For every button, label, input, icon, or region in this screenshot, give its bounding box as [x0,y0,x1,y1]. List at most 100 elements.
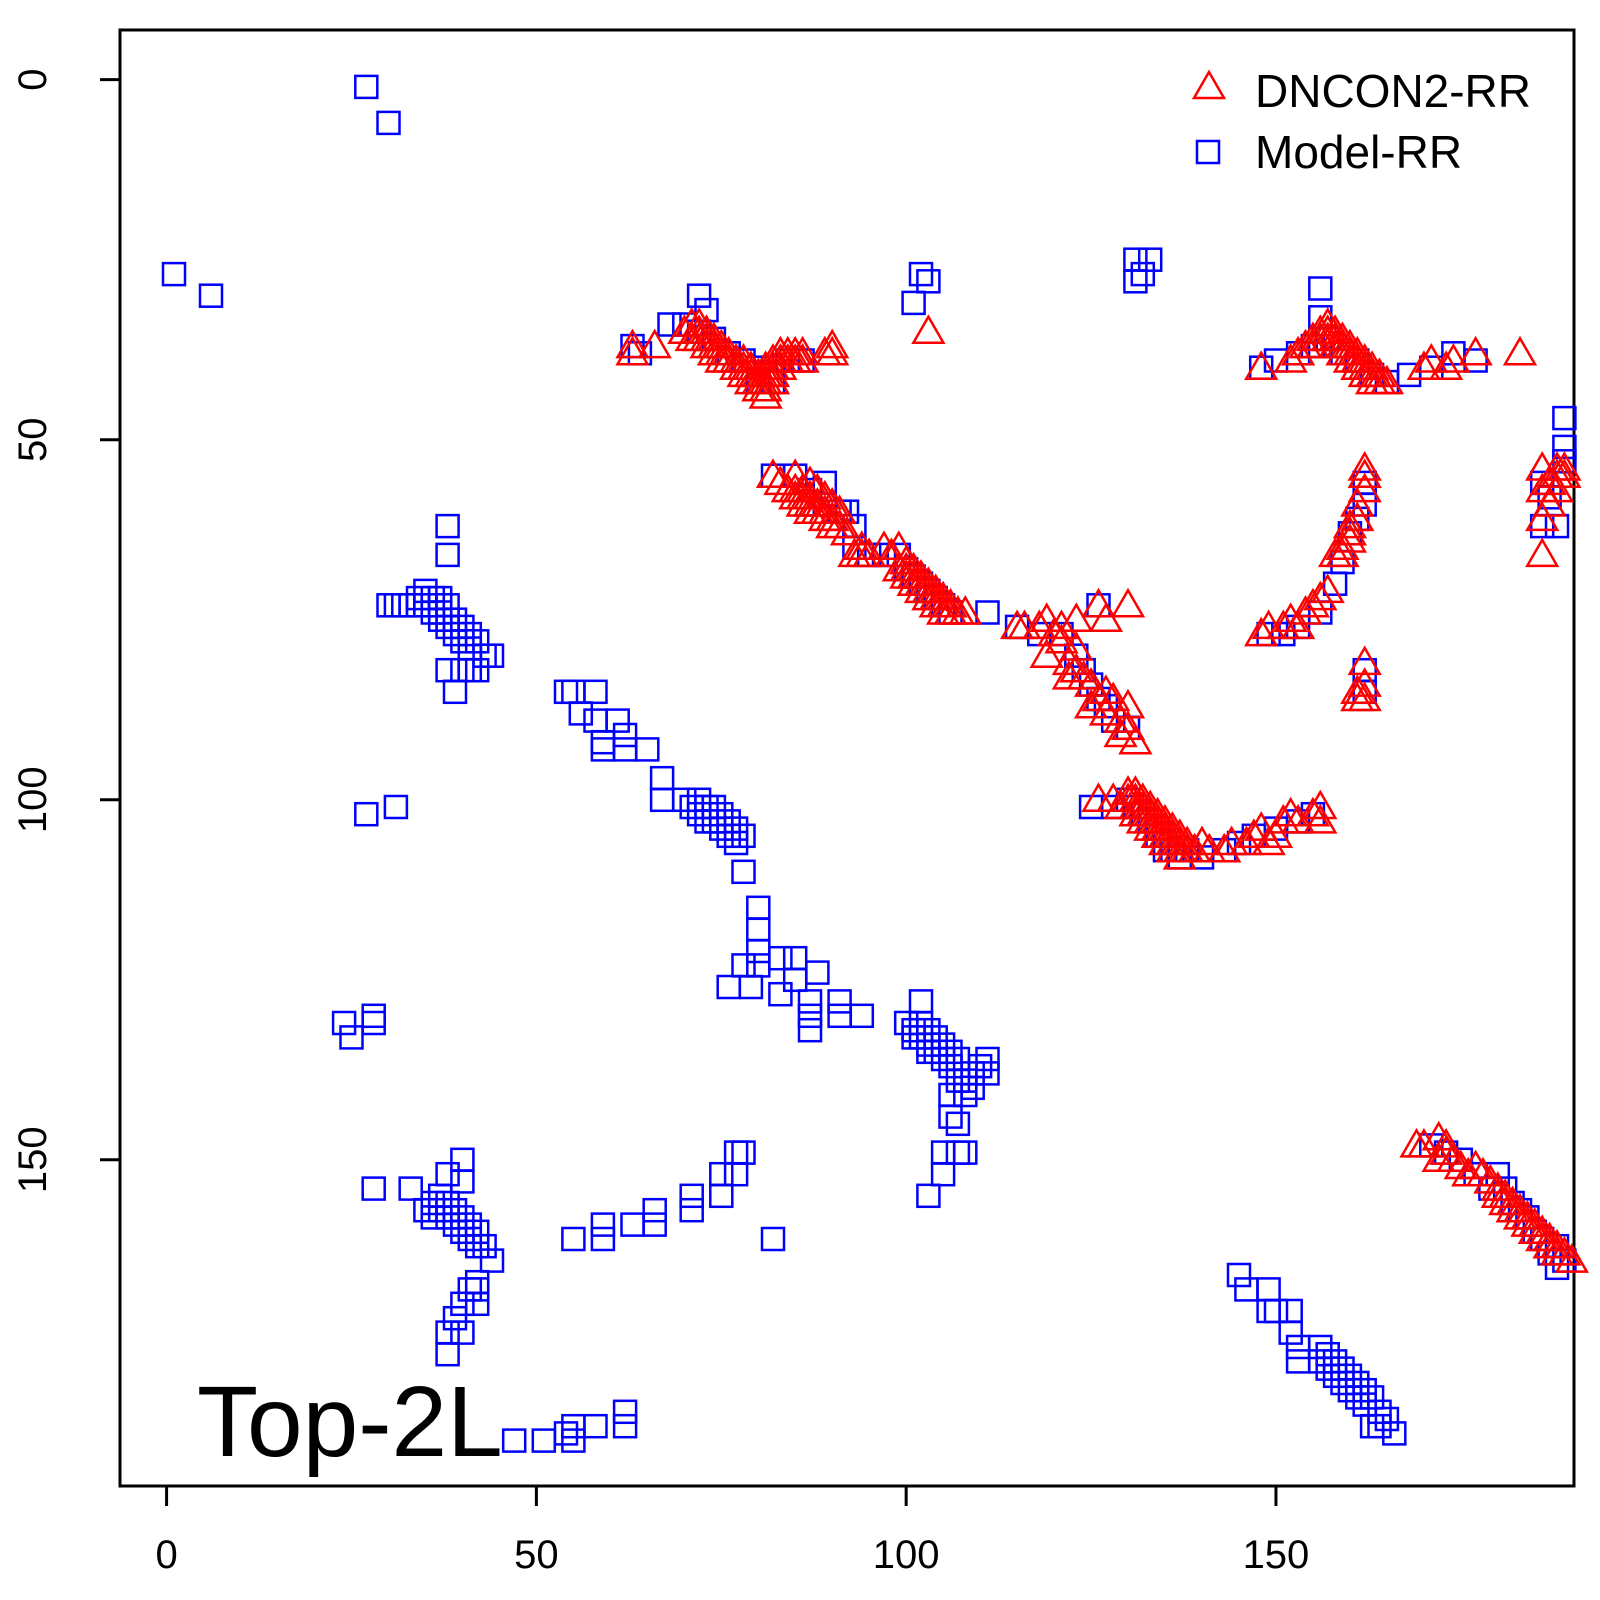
model-rr-point [442,1305,468,1331]
model-rr-point [376,593,401,618]
model-rr-point [161,261,187,287]
y-axis: 0 50 100 150 [11,69,122,1193]
model-rr-point [746,938,771,964]
model-rr-point [398,1176,423,1201]
model-rr-point [450,614,475,640]
model-rr-point [1552,405,1577,431]
legend-label-dncon2-rr: DNCON2-RR [1255,65,1531,117]
model-rr-point [442,607,468,632]
dncon2-rr-point [615,328,650,359]
model-rr-point [768,981,793,1007]
model-rr-point [339,1025,364,1050]
model-rr-point [361,1010,386,1036]
dncon2-rr-point [807,479,842,510]
model-rr-point [612,1399,638,1425]
dncon2-rr-point [1103,717,1138,748]
model-rr-point [746,895,771,921]
model-rr-point [967,1053,993,1079]
dncon2-rr-point [1525,501,1560,532]
model-rr-point [723,830,749,856]
model-rr-point [930,1140,956,1165]
model-rr-point [435,614,460,640]
model-rr-point [1367,1413,1392,1439]
model-rr-point [945,1068,971,1093]
model-rr-point [694,809,719,834]
model-rr-point [561,1413,586,1439]
dncon2-rr-point [792,465,828,496]
model-rr-point [1234,1277,1259,1302]
model-rr-point [427,600,453,625]
model-rr-point [701,794,727,820]
model-rr-point [442,621,468,647]
model-rr-point [435,1205,460,1230]
dncon2-rr-point [1310,573,1345,604]
model-rr-point [694,794,719,820]
model-rr-point [649,765,675,791]
model-rr-point [975,1046,1000,1072]
model-rr-point [435,1190,460,1216]
model-rr-point [427,1197,453,1223]
model-rr-point [938,1104,963,1129]
dncon2-rr-point [1096,681,1131,712]
model-rr-point [1256,1298,1281,1324]
model-rr-point [464,629,490,654]
model-rr-point [1308,1349,1333,1374]
model-rr-point [413,578,438,604]
model-rr-point [731,1140,756,1165]
dncon2-rr-point [1280,335,1316,366]
model-rr-point [450,1147,475,1173]
model-rr-point [464,1269,490,1295]
model-rr-point [797,1003,823,1029]
dncon2-rr-point [800,472,835,503]
model-rr-point [1345,1385,1370,1410]
model-rr-point [420,585,446,611]
dncon2-rr-point [1428,350,1464,380]
model-rr-point [797,1017,823,1043]
model-rr-point [738,974,764,1000]
model-rr-point [1263,348,1289,373]
model-rr-point [405,593,431,618]
model-rr-point [1256,1277,1281,1302]
model-rr-point [945,1140,971,1165]
dncon2-rr-point [1110,587,1146,618]
model-rr-point [938,1082,963,1108]
dncon2-rr-point [1280,609,1316,640]
model-rr-point [568,701,594,726]
dncon2-rr-point [1258,818,1294,849]
legend-marker-model-rr [1195,139,1221,165]
model-rr-point [746,953,771,978]
model-rr-point [1330,1356,1355,1381]
model-rr-point [1123,247,1148,272]
dncon2-rr-point [763,350,798,380]
dncon2-rr-point [1273,602,1308,632]
x-tick-label: 50 [514,1533,559,1577]
model-rr-point [435,593,460,618]
dncon2-rr-point [1044,623,1079,654]
dncon2-rr-point [1406,350,1442,380]
top-2l-annotation: Top-2L [197,1366,503,1478]
model-rr-point [479,1248,505,1273]
model-rr-point [1285,1349,1311,1374]
model-rr-point [457,1212,483,1237]
model-rr-point [945,1111,971,1137]
model-rr-point [930,1161,956,1187]
model-rr-point [198,283,224,308]
model-rr-point [479,643,505,668]
model-rr-point [731,859,756,885]
plot-frame [118,28,1576,1488]
model-rr-point [612,722,638,748]
model-rr-point [1382,1421,1407,1446]
x-tick-label: 150 [1243,1533,1310,1577]
model-rr-point [686,283,712,308]
model-rr-point [450,1219,475,1245]
dncon2-rr-point [1547,458,1582,488]
dncon2-rr-point [1414,342,1449,373]
model-rr-point [457,657,483,683]
model-rr-point [649,787,675,813]
dncon2-rr-point [1073,688,1109,719]
model-rr-point [405,585,431,611]
model-rr-point [797,989,823,1014]
dncon2-rr-point [748,378,783,409]
model-rr-point [413,1197,438,1223]
model-rr-point [450,1291,475,1317]
